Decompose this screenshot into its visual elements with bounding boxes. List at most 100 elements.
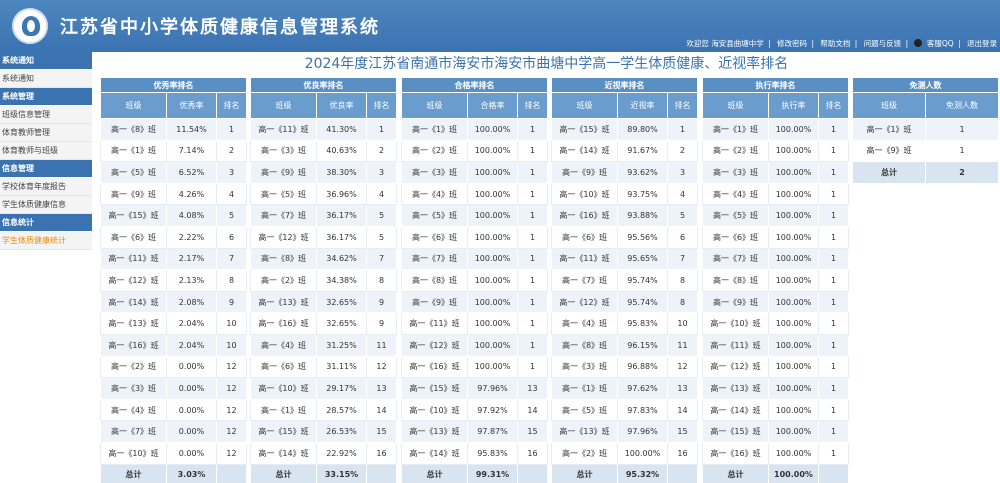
support-qq-link[interactable]: 客服QQ [926,39,954,48]
cell-rank: 1 [516,290,549,314]
sidebar-item-class-info[interactable]: 班级信息管理 [0,106,92,124]
cell-class: 高一《6》班 [702,225,769,249]
table-row: 高一《15》班 89.80% 1 [551,118,699,141]
cell-rank: 7 [666,247,699,271]
cell-rate: 28.57% [316,398,367,422]
table-row: 高一《10》班 97.92% 14 [401,398,549,422]
table-row: 高一《5》班 100.00% 1 [702,204,850,227]
total-value: 100.00% [768,463,819,483]
sidebar-item-annual-report[interactable]: 学校体育年度报告 [0,178,92,196]
cell-rate: 100.00% [467,269,518,292]
cell-class: 高一《9》班 [401,290,468,314]
table-row: 高一《9》班 100.00% 1 [401,290,549,314]
table-row: 高一《9》班 1 [852,139,999,163]
cell-class: 高一《15》班 [702,420,769,443]
cell-class: 高一《2》班 [401,139,468,163]
table-row: 高一《6》班 100.00% 1 [401,225,549,249]
total-value: 33.15% [316,463,367,483]
cell-rank: 1 [817,333,850,357]
table-row: 高一《2》班 100.00% 16 [551,441,699,465]
cell-rank: 1 [516,247,549,271]
table-row: 高一《14》班 22.92% 16 [250,441,398,465]
cell-rank: 1 [817,398,850,422]
cell-class: 高一《6》班 [250,355,317,379]
sidebar-item-teacher-class[interactable]: 体育教师与班级 [0,142,92,160]
qq-icon [914,39,923,47]
cell-rank: 8 [666,290,699,314]
cell-class: 高一《1》班 [852,118,926,141]
cell-rank: 1 [516,355,549,379]
cell-rank: 1 [817,161,850,184]
cell-rate: 2.04% [166,333,217,357]
sidebar-section-notice[interactable]: 系统通知 [0,52,92,70]
cell-rank: 3 [215,161,248,184]
cell-rank: 13 [365,377,398,400]
top-nav: 欢迎您 海安县曲塘中学 | 修改密码 | 帮助文档 | 问题与反馈 | 客服QQ… [686,39,997,48]
cell-rank: 1 [516,269,549,292]
cell-rate: 100.00% [768,420,819,443]
cell-class: 高一《4》班 [551,312,618,335]
sidebar-section-system[interactable]: 系统管理 [0,88,92,106]
cell-class: 高一《1》班 [551,377,618,400]
cell-rank: 7 [365,247,398,271]
cell-class: 高一《13》班 [100,312,167,335]
column-header-class: 班级 [250,92,317,119]
cell-rate: 95.83% [467,441,518,465]
column-header-exempt: 免测人数 [925,92,999,119]
logout-link[interactable]: 退出登录 [967,39,997,48]
cell-rank: 3 [365,161,398,184]
cell-rank: 1 [516,161,549,184]
cell-rank: 4 [365,182,398,206]
cell-rank: 1 [516,225,549,249]
sidebar-item-pe-teachers[interactable]: 体育教师管理 [0,124,92,142]
cell-rank: 11 [666,333,699,357]
cell-rate: 0.00% [166,377,217,400]
cell-rate: 97.92% [467,398,518,422]
table-row: 高一《8》班 100.00% 1 [702,269,850,292]
exempt-table: 免测人数 班级 免测人数 高一《1》班 1 高一《9》班 1 总计 2 [852,77,999,184]
cell-rate: 97.83% [617,398,668,422]
table-row: 高一《1》班 100.00% 1 [401,118,549,141]
feedback-link[interactable]: 问题与反馈 [863,39,902,48]
cell-class: 高一《1》班 [702,118,769,141]
table-row: 高一《12》班 95.74% 8 [551,290,699,314]
cell-rate: 100.00% [467,290,518,314]
cell-class: 高一《15》班 [250,420,317,443]
cell-rate: 4.08% [166,204,217,227]
sidebar-section-info[interactable]: 信息管理 [0,160,92,178]
total-row: 总计 95.32% [551,463,699,483]
cell-rate: 100.00% [768,290,819,314]
cell-class: 高一《3》班 [551,355,618,379]
cell-class: 高一《4》班 [401,182,468,206]
cell-class: 高一《12》班 [551,290,618,314]
cell-rank: 1 [817,420,850,443]
ranking-table: 近视率排名 班级 近视率 排名 高一《15》班 89.80% 1 高一《14》班 91.67% 2… [550,77,699,483]
sidebar-item-system-notice[interactable]: 系统通知 [0,70,92,88]
help-docs-link[interactable]: 帮助文档 [820,39,851,48]
change-password-link[interactable]: 修改密码 [777,39,808,48]
total-label: 总计 [401,463,468,483]
cell-rate: 0.00% [166,355,217,379]
cell-class: 高一《13》班 [551,420,618,443]
cell-class: 高一《16》班 [702,441,769,465]
table-row: 高一《14》班 2.08% 9 [100,290,248,314]
cell-rate: 100.00% [768,182,819,206]
cell-class: 高一《9》班 [250,161,317,184]
cell-rank: 4 [666,182,699,206]
cell-class: 高一《12》班 [702,355,769,379]
table-row: 高一《13》班 100.00% 1 [702,377,850,400]
column-header-rank: 排名 [365,92,398,119]
cell-rank: 5 [365,225,398,249]
sidebar-section-stats[interactable]: 信息统计 [0,214,92,232]
table-row: 高一《4》班 100.00% 1 [401,182,549,206]
ranking-table: 执行率排名 班级 执行率 排名 高一《1》班 100.00% 1 高一《2》班 100.00% 1… [701,77,850,483]
cell-rate: 36.96% [316,182,367,206]
cell-class: 高一《11》班 [100,247,167,271]
sidebar-item-health-info[interactable]: 学生体质健康信息 [0,196,92,214]
sidebar-item-health-stats[interactable]: 学生体质健康统计 [0,232,92,250]
cell-rate: 0.00% [166,398,217,422]
total-label: 总计 [250,463,317,483]
cell-rank: 15 [365,420,398,443]
table-row: 高一《9》班 4.26% 4 [100,182,248,206]
total-row: 总计 100.00% [702,463,850,483]
